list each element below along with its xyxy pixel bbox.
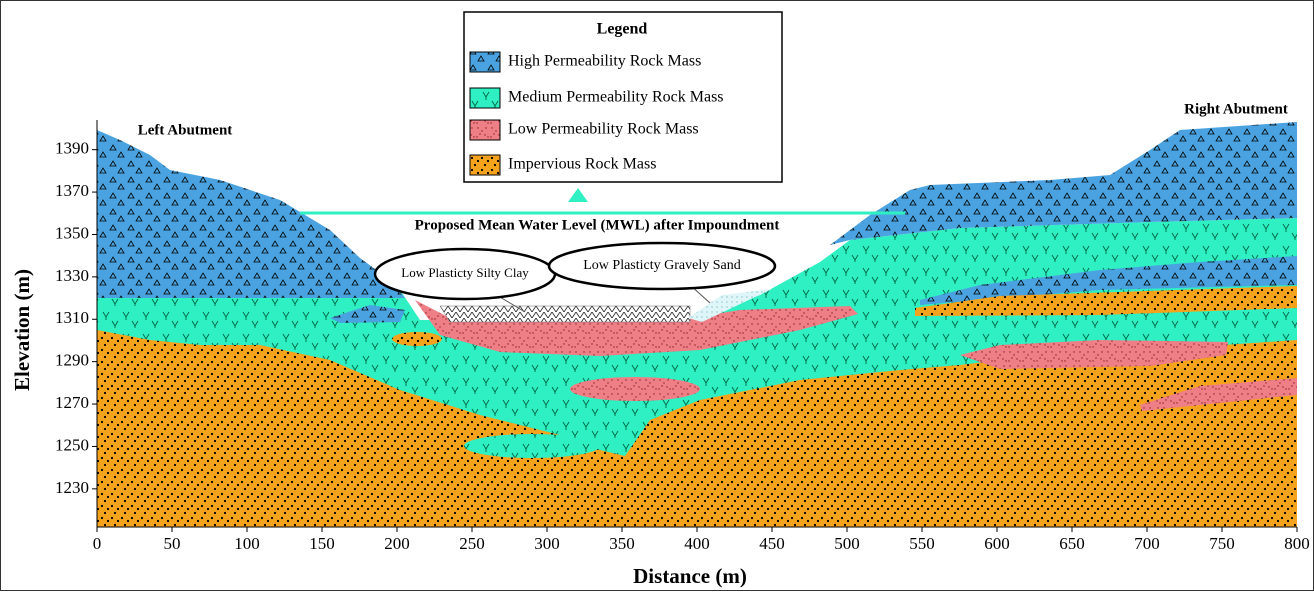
right-label: Right Abutment xyxy=(1184,101,1288,117)
y-tick-label: 1350 xyxy=(55,223,89,242)
y-tick-label: 1250 xyxy=(55,435,89,454)
x-tick-label: 0 xyxy=(93,534,102,553)
x-tick-label: 550 xyxy=(909,534,935,553)
y-tick-label: 1230 xyxy=(55,478,89,497)
x-tick-label: 700 xyxy=(1134,534,1160,553)
y-tick-label: 1270 xyxy=(55,393,89,412)
medium-lens xyxy=(464,434,600,458)
x-tick-label: 50 xyxy=(164,534,181,553)
x-tick-label: 400 xyxy=(684,534,710,553)
legend-swatch xyxy=(470,88,500,108)
legend-label: Low Permeability Rock Mass xyxy=(508,121,699,138)
x-tick-label: 350 xyxy=(609,534,635,553)
y-tick-label: 1330 xyxy=(55,266,89,285)
x-tick-label: 600 xyxy=(984,534,1010,553)
silty-clay xyxy=(440,306,690,322)
y-tick-label: 1390 xyxy=(55,139,89,158)
callout-label: Low Plasticty Gravely Sand xyxy=(583,258,740,273)
x-tick-label: 150 xyxy=(309,534,335,553)
x-tick-label: 200 xyxy=(384,534,410,553)
x-tick-label: 750 xyxy=(1209,534,1235,553)
callout-label: Low Plasticty Silty Clay xyxy=(401,265,529,280)
x-tick-label: 100 xyxy=(234,534,260,553)
y-axis-label: Elevation (m) xyxy=(10,269,34,391)
x-tick-label: 250 xyxy=(459,534,485,553)
y-tick-label: 1370 xyxy=(55,181,89,200)
legend-swatch xyxy=(470,120,500,140)
legend-title: Legend xyxy=(597,21,648,38)
water-label: Proposed Mean Water Level (MWL) after Im… xyxy=(415,217,780,233)
legend-label: Impervious Rock Mass xyxy=(508,156,656,173)
left-label: Left Abutment xyxy=(138,122,233,138)
x-tick-label: 300 xyxy=(534,534,560,553)
chart: Proposed Mean Water Level (MWL) after Im… xyxy=(0,0,1314,591)
x-tick-label: 650 xyxy=(1059,534,1085,553)
impervious-lens xyxy=(392,332,442,346)
y-tick-label: 1290 xyxy=(55,351,89,370)
legend-swatch xyxy=(470,155,500,175)
x-axis-label: Distance (m) xyxy=(633,564,747,588)
x-tick-label: 500 xyxy=(834,534,860,553)
legend-label: Medium Permeability Rock Mass xyxy=(508,89,724,106)
low-lens xyxy=(570,377,700,401)
legend-label: High Permeability Rock Mass xyxy=(508,53,701,70)
x-tick-label: 800 xyxy=(1284,534,1310,553)
legend-swatch xyxy=(470,52,500,72)
y-tick-label: 1310 xyxy=(55,308,89,327)
x-tick-label: 450 xyxy=(759,534,785,553)
